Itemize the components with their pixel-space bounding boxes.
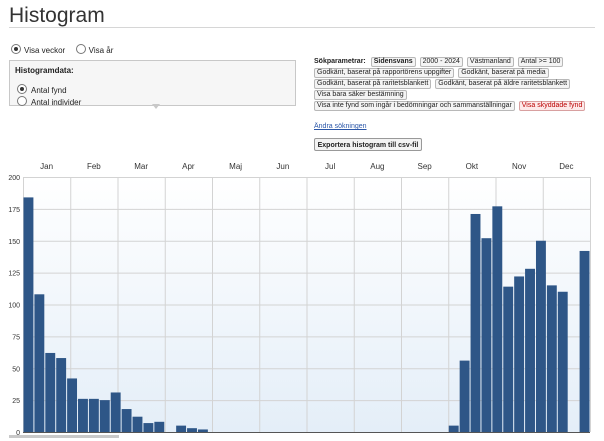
radio-antal-individer-indicator[interactable]	[17, 96, 27, 106]
radio-visa-ar-label[interactable]: Visa år	[88, 46, 114, 55]
month-label-nov: Nov	[512, 162, 526, 171]
radio-antal-individer[interactable]: Antal individer	[17, 92, 81, 110]
histogram-data-title: Histogramdata:	[15, 66, 74, 75]
histogram-bar-week-3[interactable]	[45, 352, 56, 432]
histogram-bar-week-11[interactable]	[132, 416, 143, 432]
histogram-bar-week-47[interactable]	[525, 268, 535, 432]
histogram-bar-week-17[interactable]	[197, 429, 208, 432]
chip-certain-id[interactable]: Visa bara säker bestämning	[314, 90, 407, 100]
histogram-bar-week-12[interactable]	[143, 423, 154, 432]
panel-caret	[152, 104, 160, 109]
y-tick-label-50: 50	[12, 366, 20, 373]
histogram-bar-week-42[interactable]	[470, 213, 481, 432]
title-divider	[9, 27, 595, 28]
radio-visa-veckor-indicator[interactable]	[11, 44, 21, 54]
chip-period[interactable]: 2000 - 2024	[419, 57, 463, 67]
histogram-bar-week-4[interactable]	[56, 358, 67, 432]
radio-visa-veckor-label[interactable]: Visa veckor	[24, 46, 66, 55]
y-tick-label-150: 150	[8, 239, 20, 246]
histogram-bar-week-43[interactable]	[481, 238, 492, 432]
histogram-data-panel: Histogramdata: Antal fynd Antal individe…	[9, 60, 296, 107]
footer-note-text-line	[9, 435, 119, 438]
histogram-bar-week-46[interactable]	[514, 276, 525, 432]
month-label-mar: Mar	[134, 162, 148, 171]
page-title: Histogram	[9, 4, 105, 27]
month-label-sep: Sep	[418, 162, 433, 171]
y-tick-label-175: 175	[8, 207, 20, 214]
month-label-okt: Okt	[466, 162, 479, 171]
radio-visa-ar[interactable]: Visa år	[75, 40, 114, 57]
histogram-chart: Jan Feb Mar Apr Maj Jun Jul Aug Sep Okt Nov Dec 0 25…	[8, 162, 591, 437]
y-tick-label-125: 125	[8, 271, 20, 278]
histogram-bar-week-41[interactable]	[459, 360, 470, 432]
y-tick-label-75: 75	[12, 334, 20, 341]
chip-count-filter[interactable]: Antal >= 100	[517, 57, 564, 67]
y-tick-label-100: 100	[8, 303, 20, 310]
chip-exclude-assessments[interactable]: Visa inte fynd som ingår i bedömningar o…	[314, 101, 515, 111]
radio-antal-individer-label[interactable]: Antal individer	[31, 98, 82, 107]
search-parameters-label: Sökparametrar:	[314, 58, 366, 65]
chip-approved-old-rarity-form[interactable]: Godkänt, baserat på äldre raritetsblanke…	[435, 79, 571, 89]
month-label-apr: Apr	[182, 162, 195, 171]
month-label-aug: Aug	[370, 162, 384, 171]
histogram-bar-week-9[interactable]	[110, 392, 121, 432]
month-label-jul: Jul	[325, 162, 335, 171]
histogram-bar-week-7[interactable]	[88, 398, 99, 432]
y-tick-label-25: 25	[12, 398, 20, 405]
radio-antal-fynd-indicator[interactable]	[17, 84, 27, 94]
histogram-bar-week-50[interactable]	[557, 291, 568, 432]
month-label-dec: Dec	[559, 162, 573, 171]
radio-antal-fynd-label[interactable]: Antal fynd	[31, 86, 67, 95]
histogram-bar-week-6[interactable]	[78, 398, 88, 432]
histogram-bar-week-2[interactable]	[34, 294, 45, 432]
footer-note	[9, 435, 119, 438]
histogram-bar-week-44[interactable]	[492, 206, 503, 432]
chip-approved-reporter[interactable]: Godkänt, baserat på rapportörens uppgift…	[314, 68, 455, 78]
view-mode-selector: Visa veckor Visa år	[11, 40, 113, 58]
histogram-bar-week-40[interactable]	[448, 425, 459, 432]
chip-species[interactable]: Sidensvans	[370, 57, 416, 67]
month-label-jan: Jan	[40, 162, 53, 171]
search-parameters: Sökparametrar: Sidensvans 2000 - 2024 Vä…	[314, 57, 599, 112]
histogram-bar-week-15[interactable]	[176, 425, 187, 432]
month-label-jun: Jun	[276, 162, 289, 171]
histogram-bar-week-5[interactable]	[67, 378, 78, 432]
export-csv-button[interactable]: Exportera histogram till csv-fil	[314, 138, 422, 151]
histogram-bar-week-16[interactable]	[187, 428, 197, 432]
y-tick-label-0: 0	[16, 430, 20, 437]
chip-protected-findings[interactable]: Visa skyddade fynd	[518, 101, 586, 111]
chip-approved-rarity-form[interactable]: Godkänt, baserat på raritetsblankett	[314, 79, 432, 89]
histogram-bar-week-8[interactable]	[99, 400, 110, 432]
histogram-bar-week-48[interactable]	[535, 240, 546, 432]
histogram-bar-week-10[interactable]	[121, 409, 132, 432]
histogram-bar-week-52[interactable]	[579, 250, 590, 432]
histogram-bar-week-45[interactable]	[503, 286, 514, 432]
chip-region[interactable]: Västmanland	[466, 57, 514, 67]
chip-approved-media[interactable]: Godkänt, baserat på media	[458, 68, 549, 78]
histogram-bar-week-1[interactable]	[23, 197, 34, 432]
radio-antal-fynd[interactable]: Antal fynd	[17, 80, 67, 98]
month-label-maj: Maj	[229, 162, 242, 171]
histogram-bar-week-49[interactable]	[546, 285, 557, 432]
radio-visa-veckor[interactable]: Visa veckor	[11, 40, 70, 57]
y-tick-label-200: 200	[8, 175, 20, 182]
histogram-bar-week-13[interactable]	[154, 421, 165, 432]
change-search-link[interactable]: Ändra sökningen	[314, 123, 367, 130]
radio-visa-ar-indicator[interactable]	[75, 44, 86, 54]
month-label-feb: Feb	[87, 162, 101, 171]
